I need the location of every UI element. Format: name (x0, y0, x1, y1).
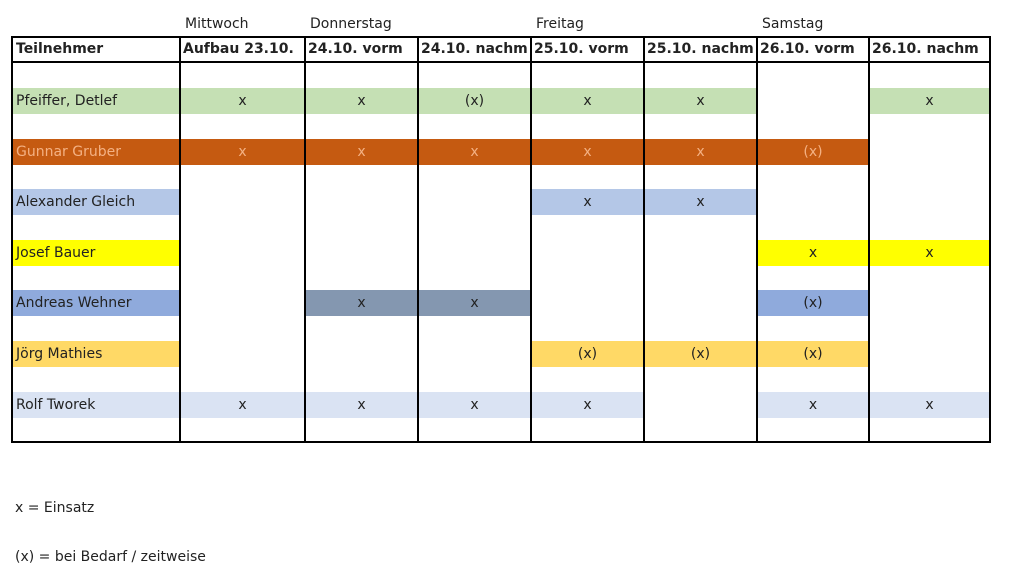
cell-band (757, 391, 869, 418)
v-line (530, 37, 532, 442)
header-cell: Aufbau 23.10. (183, 41, 294, 57)
cell-mark: (x) (803, 346, 823, 362)
v-line (989, 37, 991, 442)
cell-band (418, 391, 531, 418)
cell-mark: x (357, 295, 366, 312)
row-name: Alexander Gleich (16, 194, 136, 211)
header-cell: 25.10. vorm (534, 41, 629, 57)
cell-mark: x (925, 396, 934, 413)
row-band (12, 138, 180, 165)
cell-band (531, 391, 644, 418)
header-cell: 24.10. vorm (308, 41, 403, 57)
v-line (417, 37, 419, 442)
legend-text: x = Einsatz (15, 500, 95, 516)
cell-band (757, 341, 869, 367)
cell-band (757, 239, 869, 266)
cell-mark: x (238, 143, 247, 160)
cell-band (418, 138, 531, 165)
cell-band (644, 138, 757, 165)
v-line (304, 37, 306, 442)
row-name: Jörg Mathies (16, 346, 103, 362)
cell-band (531, 341, 644, 367)
cell-band (531, 138, 644, 165)
row-name: Gunnar Gruber (16, 143, 121, 160)
cell-band (869, 88, 990, 114)
day-label: Samstag (762, 16, 824, 32)
cell-mark: x (583, 194, 592, 211)
v-line (868, 37, 870, 442)
h-line (11, 61, 991, 63)
cell-band (531, 189, 644, 216)
cell-band (305, 290, 418, 317)
cell-mark: x (238, 93, 247, 109)
header-cell: 24.10. nachm (421, 41, 528, 57)
row-band (12, 88, 180, 114)
cell-band (305, 391, 418, 418)
h-line (11, 36, 991, 38)
cell-band (305, 138, 418, 165)
cell-mark: (x) (803, 143, 823, 160)
cell-mark: x (470, 396, 479, 413)
cell-mark: x (470, 143, 479, 160)
header-cell: Teilnehmer (16, 41, 104, 57)
cell-band (644, 189, 757, 216)
legend-text: (x) = bei Bedarf / zeitweise (15, 549, 206, 565)
cell-mark: x (808, 244, 818, 261)
cell-mark: (x) (464, 93, 485, 109)
day-label: Donnerstag (310, 16, 392, 32)
cell-mark: (x) (577, 346, 598, 362)
cell-band (180, 391, 305, 418)
row-band (12, 239, 180, 266)
cell-mark: x (357, 396, 366, 413)
cell-mark: x (696, 93, 705, 109)
row-name: Josef Bauer (16, 244, 96, 261)
cell-band (644, 88, 757, 114)
v-line (179, 37, 181, 442)
cell-band (305, 88, 418, 114)
cell-band (180, 138, 305, 165)
header-cell: 26.10. nachm (872, 41, 979, 57)
row-band (12, 391, 180, 418)
cell-mark: x (925, 93, 934, 109)
cell-mark: x (925, 244, 934, 261)
cell-band (644, 341, 757, 367)
cell-band (180, 88, 305, 114)
cell-band (869, 239, 990, 266)
cell-mark: x (470, 295, 479, 312)
cell-mark: x (696, 194, 705, 211)
v-line (643, 37, 645, 442)
cell-band (757, 290, 869, 317)
row-name: Andreas Wehner (16, 295, 132, 312)
cell-mark: x (583, 396, 592, 413)
cell-band (869, 391, 990, 418)
v-line (11, 37, 13, 442)
cell-mark: x (357, 93, 366, 109)
cell-mark: x (808, 396, 818, 413)
cell-mark: x (357, 143, 366, 160)
cell-band (418, 88, 531, 114)
day-label: Mittwoch (185, 16, 249, 32)
row-name: Rolf Tworek (16, 396, 96, 413)
header-cell: 26.10. vorm (760, 41, 855, 57)
cell-mark: x (238, 396, 247, 413)
h-line (11, 441, 991, 443)
cell-mark: x (583, 143, 592, 160)
row-band (12, 290, 180, 317)
row-band (12, 341, 180, 367)
cell-mark: (x) (690, 346, 711, 362)
row-name: Pfeiffer, Detlef (16, 93, 118, 109)
cell-mark: x (696, 143, 705, 160)
cell-band (757, 138, 869, 165)
row-band (12, 189, 180, 216)
v-line (756, 37, 758, 442)
cell-mark: (x) (803, 295, 823, 312)
cell-mark: x (583, 93, 592, 109)
day-label: Freitag (536, 16, 584, 32)
cell-band (418, 290, 531, 317)
cell-band (531, 88, 644, 114)
header-cell: 25.10. nachm (647, 41, 754, 57)
